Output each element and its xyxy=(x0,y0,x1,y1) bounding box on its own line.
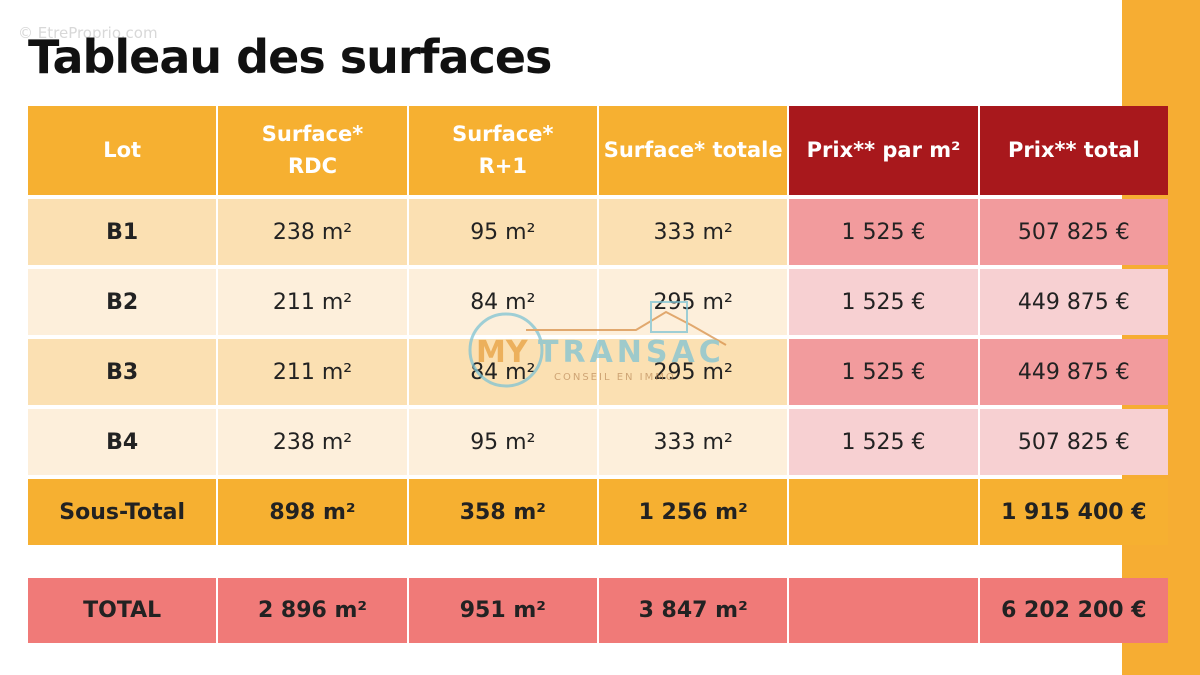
total-cell: 3 847 m² xyxy=(598,578,788,643)
total-cell xyxy=(789,578,978,643)
table-cell: 95 m² xyxy=(408,199,597,265)
subtotal-cell: 358 m² xyxy=(408,479,597,545)
subtotal-cell: 898 m² xyxy=(218,479,407,545)
header-cell: Prix** par m² xyxy=(789,106,978,195)
watermark: © EtreProprio.com xyxy=(18,24,158,42)
table-cell: 333 m² xyxy=(598,199,788,265)
header-cell: Lot xyxy=(28,106,217,195)
table-cell: 1 525 € xyxy=(789,409,978,475)
subtotal-cell: Sous-Total xyxy=(28,479,217,545)
total-cell: 951 m² xyxy=(408,578,597,643)
lot-cell: B2 xyxy=(28,269,217,335)
subtotal-cell: 1 256 m² xyxy=(598,479,788,545)
table-cell: 84 m² xyxy=(408,339,597,405)
table-cell: 507 825 € xyxy=(979,199,1168,265)
header-cell: Surface* RDC xyxy=(218,106,407,195)
table-cell: 238 m² xyxy=(218,409,407,475)
subtotal-cell: 1 915 400 € xyxy=(979,479,1168,545)
subtotal-cell xyxy=(789,479,978,545)
table-cell: 211 m² xyxy=(218,339,407,405)
table-cell: 211 m² xyxy=(218,269,407,335)
total-cell: TOTAL xyxy=(28,578,217,643)
lot-cell: B1 xyxy=(28,199,217,265)
table-cell: 449 875 € xyxy=(979,339,1168,405)
table-cell: 1 525 € xyxy=(789,199,978,265)
table-cell: 295 m² xyxy=(598,269,788,335)
table-cell: 507 825 € xyxy=(979,409,1168,475)
table-cell: 1 525 € xyxy=(789,269,978,335)
total-table: TOTAL 2 896 m² 951 m² 3 847 m² 6 202 200 € xyxy=(28,578,1168,643)
table-cell: 295 m² xyxy=(598,339,788,405)
header-cell: Prix** total xyxy=(979,106,1168,195)
table-cell: 449 875 € xyxy=(979,269,1168,335)
header-cell: Surface* R+1 xyxy=(408,106,597,195)
table-cell: 84 m² xyxy=(408,269,597,335)
table-cell: 238 m² xyxy=(218,199,407,265)
lot-cell: B3 xyxy=(28,339,217,405)
page-title: Tableau des surfaces xyxy=(28,30,552,84)
table-cell: 333 m² xyxy=(598,409,788,475)
lot-cell: B4 xyxy=(28,409,217,475)
table-cell: 95 m² xyxy=(408,409,597,475)
table-cell: 1 525 € xyxy=(789,339,978,405)
total-cell: 2 896 m² xyxy=(218,578,407,643)
header-cell: Surface* totale xyxy=(598,106,788,195)
surface-table: Lot Surface* RDC Surface* R+1 Surface* totale… xyxy=(28,106,1168,545)
total-cell: 6 202 200 € xyxy=(979,578,1168,643)
